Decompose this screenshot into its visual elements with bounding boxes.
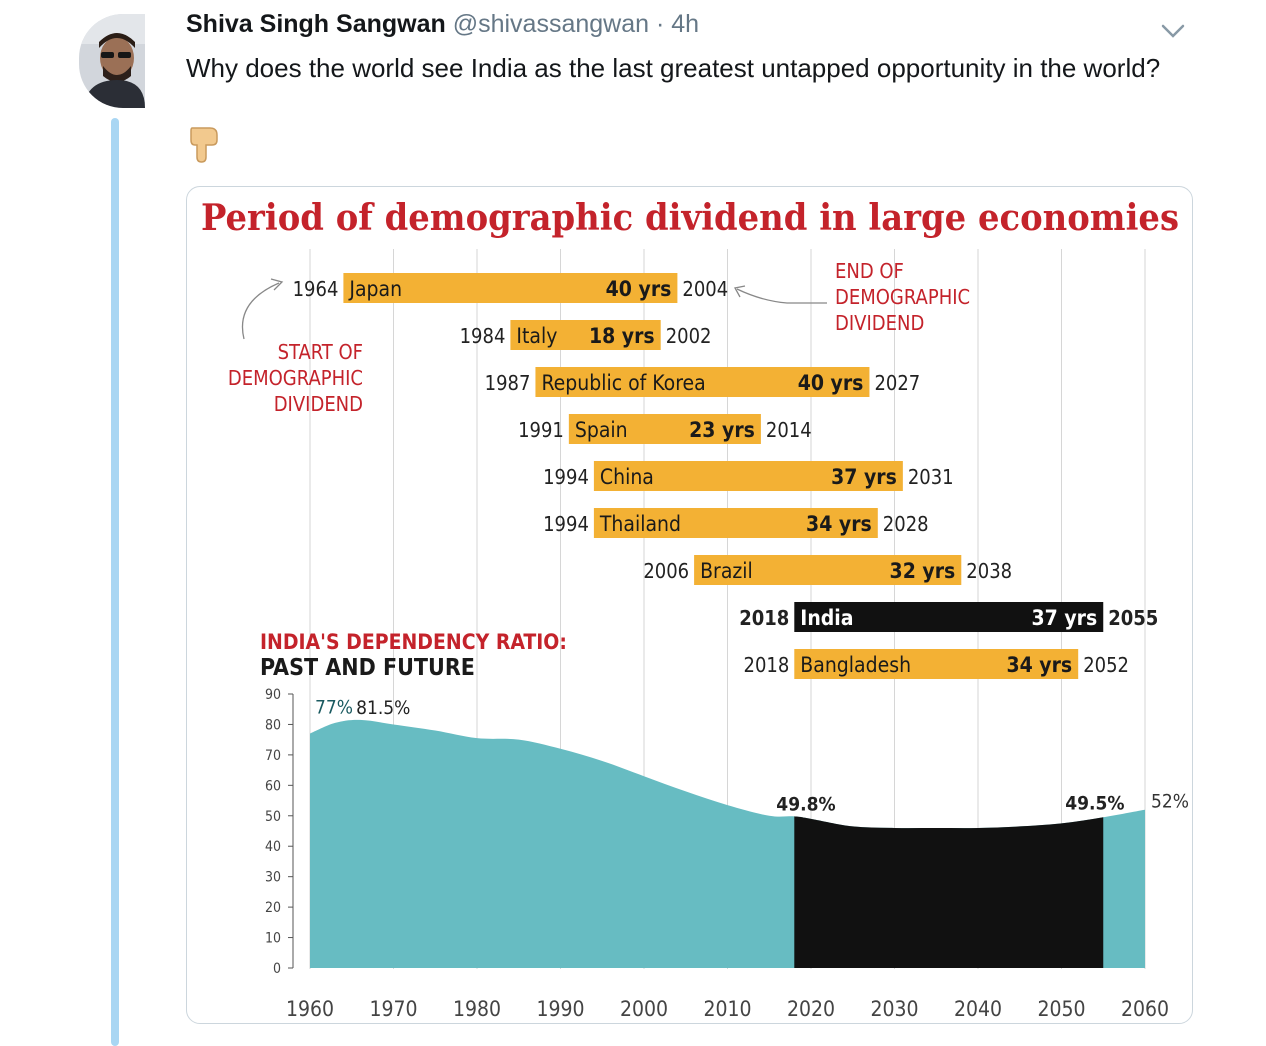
- bar-start-year: 2006: [643, 559, 689, 583]
- x-tick-label: 2000: [620, 997, 668, 1021]
- tweet-timestamp[interactable]: 4h: [671, 10, 700, 38]
- dependency-value-label: 52%: [1151, 791, 1189, 813]
- bar-start-year: 1984: [460, 324, 506, 348]
- x-tick-label: 2030: [870, 997, 918, 1021]
- dependency-value-label: 77%: [315, 697, 353, 719]
- chart-title: Period of demographic dividend in large …: [201, 197, 1179, 239]
- y-tick-label: 90: [265, 687, 281, 703]
- bar-start-year: 1994: [543, 512, 589, 536]
- bar-country-label: Thailand: [599, 512, 681, 536]
- bar-country-label: Italy: [516, 324, 557, 348]
- x-tick-label: 1960: [286, 997, 334, 1021]
- dependency-value-label: 81.5%: [356, 697, 410, 719]
- bar-start-year: 1964: [293, 277, 339, 301]
- start-annotation-line: DEMOGRAPHIC: [228, 366, 363, 390]
- bar-start-year: 1994: [543, 465, 589, 489]
- author-handle[interactable]: @shivassangwan: [452, 10, 650, 38]
- bar-end-year: 2027: [874, 371, 920, 395]
- bar-duration-label: 23 yrs: [689, 418, 755, 442]
- bar-duration-label: 34 yrs: [806, 512, 872, 536]
- start-annotation-arrowhead: [270, 278, 284, 291]
- bar-duration-label: 37 yrs: [1032, 606, 1098, 630]
- start-annotation-line: START OF: [278, 340, 363, 364]
- bar-country-label: Brazil: [700, 559, 753, 583]
- dependency-ratio-title: INDIA'S DEPENDENCY RATIO:: [260, 630, 567, 654]
- thread-connector-line: [111, 118, 119, 1046]
- bar-end-year: 2031: [908, 465, 954, 489]
- bar-duration-label: 18 yrs: [589, 324, 655, 348]
- y-tick-label: 10: [265, 931, 281, 947]
- bar-start-year: 1991: [518, 418, 564, 442]
- bar-duration-label: 32 yrs: [890, 559, 956, 583]
- bar-china: [593, 461, 903, 491]
- author-name[interactable]: Shiva Singh Sangwan: [186, 10, 446, 38]
- end-annotation-arrow: [736, 288, 827, 304]
- bar-duration-label: 40 yrs: [798, 371, 864, 395]
- bar-country-label: Spain: [575, 418, 628, 442]
- x-tick-label: 2020: [787, 997, 835, 1021]
- y-tick-label: 80: [265, 717, 281, 733]
- bar-italy: [510, 320, 661, 350]
- bar-end-year: 2028: [883, 512, 929, 536]
- bar-end-year: 2004: [682, 277, 728, 301]
- dependency-value-label: 49.5%: [1065, 792, 1124, 814]
- bar-end-year: 2014: [766, 418, 812, 442]
- y-tick-label: 0: [273, 961, 281, 977]
- y-tick-label: 20: [265, 900, 281, 916]
- tweet-media-infographic[interactable]: Period of demographic dividend in large …: [186, 186, 1193, 1024]
- x-tick-label: 2040: [954, 997, 1002, 1021]
- bar-thailand: [593, 508, 878, 538]
- dependency-value-label: 49.8%: [776, 793, 835, 815]
- x-tick-label: 1980: [453, 997, 501, 1021]
- x-tick-label: 2010: [703, 997, 751, 1021]
- bar-start-year: 2018: [744, 653, 790, 677]
- bar-brazil: [694, 555, 962, 585]
- bar-country-label: Republic of Korea: [541, 371, 705, 395]
- bar-end-year: 2038: [966, 559, 1012, 583]
- x-tick-label: 1970: [369, 997, 417, 1021]
- bar-japan: [343, 273, 678, 303]
- bar-country-label: China: [600, 465, 654, 489]
- end-annotation-line: DIVIDEND: [835, 311, 924, 335]
- end-annotation-line: DEMOGRAPHIC: [835, 285, 970, 309]
- y-tick-label: 40: [265, 839, 281, 855]
- bar-end-year: 2052: [1083, 653, 1129, 677]
- start-annotation-line: DIVIDEND: [274, 392, 363, 416]
- bar-bangladesh: [794, 649, 1079, 679]
- x-tick-label: 2050: [1037, 997, 1085, 1021]
- bar-spain: [568, 414, 761, 444]
- avatar[interactable]: [79, 14, 145, 108]
- bar-duration-label: 40 yrs: [606, 277, 672, 301]
- bar-start-year: 1987: [485, 371, 531, 395]
- bar-republic-of-korea: [535, 367, 870, 397]
- bar-country-label: Japan: [348, 277, 402, 301]
- tweet-header: Shiva Singh Sangwan @shivassangwan · 4h: [186, 10, 699, 39]
- india-dividend-area: [794, 816, 1104, 968]
- y-tick-label: 30: [265, 870, 281, 886]
- y-tick-label: 70: [265, 748, 281, 764]
- bar-end-year: 2002: [666, 324, 712, 348]
- chevron-down-icon[interactable]: [1158, 16, 1188, 51]
- avatar-photo: [79, 14, 145, 108]
- bar-start-year: 2018: [739, 606, 789, 630]
- bar-end-year: 2055: [1108, 606, 1158, 630]
- bar-duration-label: 34 yrs: [1006, 653, 1072, 677]
- x-tick-label: 2060: [1121, 997, 1169, 1021]
- y-tick-label: 50: [265, 809, 281, 825]
- x-tick-label: 1990: [536, 997, 584, 1021]
- separator-dot: ·: [656, 10, 665, 38]
- bar-india: [794, 602, 1104, 632]
- bar-duration-label: 37 yrs: [831, 465, 897, 489]
- dependency-ratio-subtitle: PAST AND FUTURE: [260, 655, 475, 681]
- tweet-text: Why does the world see India as the last…: [186, 53, 1161, 83]
- bar-country-label: India: [800, 606, 853, 630]
- end-annotation-arrowhead: [733, 285, 746, 298]
- pointing-down-hand-icon: [188, 124, 220, 169]
- bar-country-label: Bangladesh: [800, 653, 911, 677]
- start-annotation-arrow: [241, 282, 280, 340]
- infographic-svg: Period of demographic dividend in large …: [201, 197, 1189, 1021]
- y-tick-label: 60: [265, 778, 281, 794]
- end-annotation-line: END OF: [835, 259, 904, 283]
